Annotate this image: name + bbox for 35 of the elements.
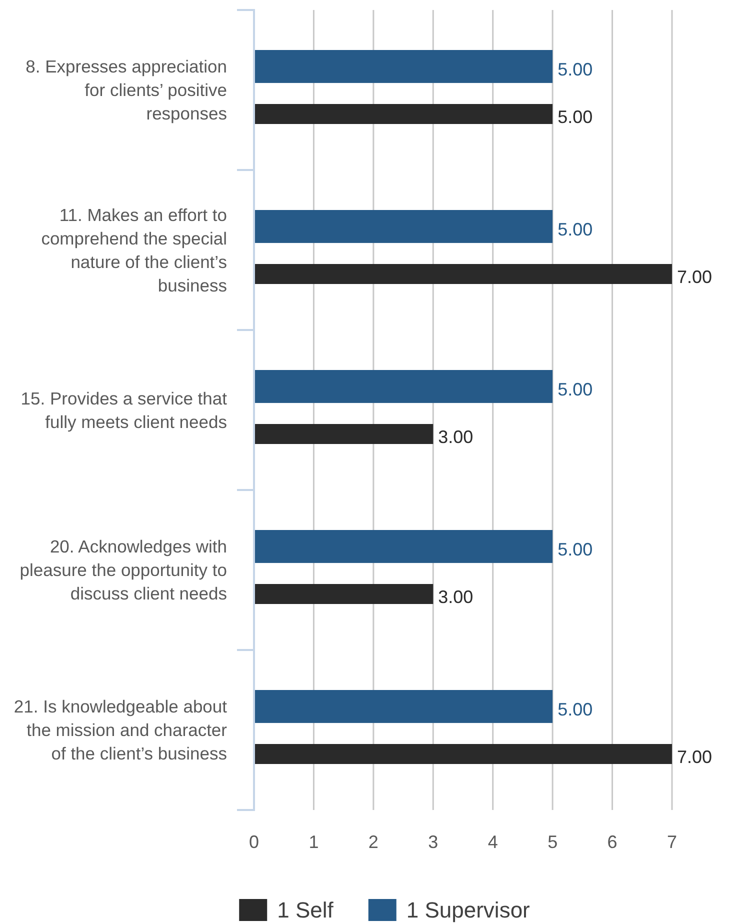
- y-tick-label: 20. Acknowledges with pleasure the opportunity to discuss client needs: [20, 536, 228, 604]
- y-tick-label: 15. Provides a service that fully meets client needs: [20, 388, 228, 432]
- bar: [254, 584, 434, 604]
- data-label: 3.00: [438, 587, 474, 607]
- data-label: 5.00: [558, 107, 593, 127]
- legend-label: 1 Supervisor: [406, 898, 530, 922]
- bar: [254, 424, 434, 444]
- bar: [254, 264, 672, 284]
- x-tick-label: 0: [248, 832, 260, 852]
- y-tick-label: 21. Is knowledgeable about the mission and character of the client’s business: [14, 696, 228, 764]
- data-label: 3.00: [438, 427, 474, 447]
- data-label: 5.00: [558, 59, 593, 80]
- data-label: 7.00: [677, 267, 712, 287]
- x-tick-label: 2: [368, 832, 378, 852]
- legend-label: 1 Self: [277, 898, 334, 922]
- x-tick-label: 7: [666, 832, 678, 852]
- bar: [254, 210, 553, 243]
- x-tick-label: 3: [428, 832, 438, 852]
- x-tick-label: 6: [607, 832, 618, 852]
- y-tick-label: 11. Makes an effort to comprehend the special nature of the client’s business: [41, 204, 228, 296]
- data-label: 5.00: [558, 539, 593, 560]
- x-tick-label: 1: [308, 832, 319, 852]
- y-tick-label: 8. Expresses appreciation for clients’ positive responses: [26, 56, 228, 124]
- bar: [254, 50, 553, 83]
- x-tick-label: 4: [488, 832, 498, 852]
- bar: [254, 744, 672, 764]
- bar: [254, 530, 553, 563]
- bar: [254, 690, 553, 723]
- data-label: 5.00: [558, 379, 593, 400]
- bar: [254, 104, 553, 124]
- data-label: 5.00: [558, 699, 593, 720]
- x-tick-label: 5: [548, 832, 558, 852]
- data-label: 7.00: [677, 747, 712, 767]
- bar: [254, 370, 553, 403]
- data-label: 5.00: [558, 219, 593, 240]
